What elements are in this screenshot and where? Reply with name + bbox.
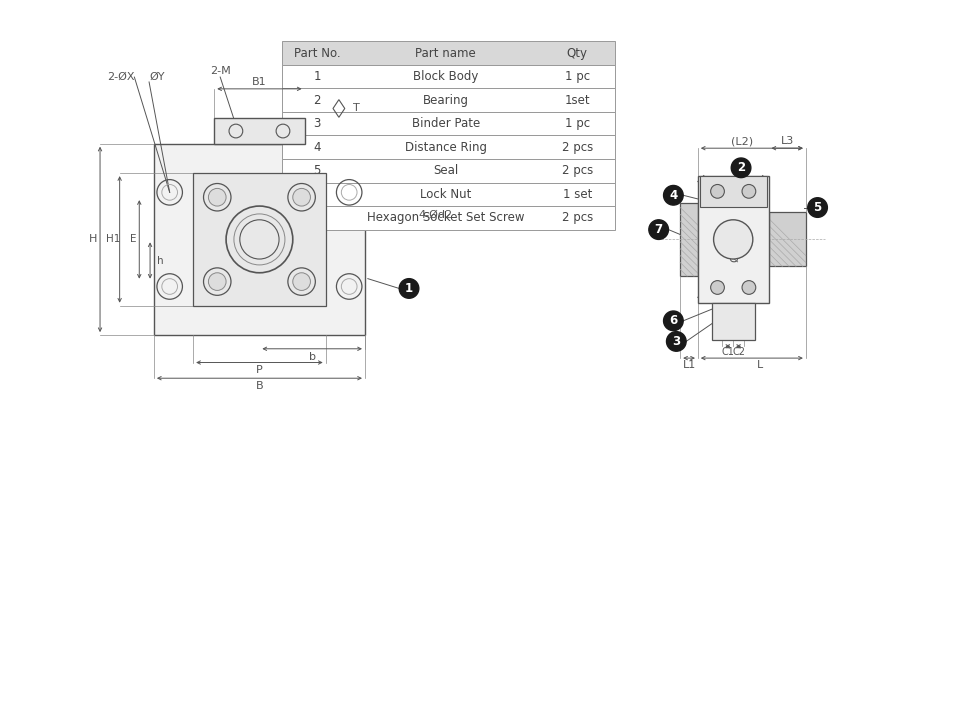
Text: 7: 7 [655,223,662,236]
Text: 2 pcs: 2 pcs [562,212,593,225]
Text: 5: 5 [813,201,822,214]
Text: 5: 5 [314,164,321,177]
Circle shape [663,185,683,205]
Bar [700,176,767,207]
Text: 3: 3 [314,117,321,130]
Bar [282,65,616,89]
Text: 1 set: 1 set [563,188,592,201]
Text: T: T [353,103,359,113]
Text: Bearing: Bearing [423,94,468,107]
Text: 1: 1 [314,70,321,83]
Bar [282,135,616,159]
Text: ØY: ØY [149,72,165,82]
Text: 1 pc: 1 pc [565,117,590,130]
Bar [282,41,616,65]
Text: Binder Pate: Binder Pate [412,117,480,130]
Circle shape [208,188,226,206]
Bar [154,144,365,335]
Text: 2: 2 [314,94,321,107]
Bar [712,303,755,340]
Text: B1: B1 [252,77,267,87]
Circle shape [742,185,756,198]
Circle shape [663,311,683,331]
Bar [282,159,616,182]
Text: P: P [256,366,263,375]
Text: H: H [89,234,97,244]
Text: (L2): (L2) [730,137,753,146]
Circle shape [714,220,753,259]
Text: 3: 3 [672,335,681,348]
Text: H1: H1 [105,234,120,244]
Text: Distance Ring: Distance Ring [405,141,487,153]
Bar [282,206,616,230]
Text: Hexagon Socket Set Screw: Hexagon Socket Set Screw [367,212,525,225]
Bar [282,112,616,135]
Bar [282,89,616,112]
Text: Lock Nut: Lock Nut [420,188,471,201]
Bar [282,182,616,206]
Text: 7: 7 [314,212,321,225]
Circle shape [293,273,311,290]
Text: 1 pc: 1 pc [565,70,590,83]
Text: Part name: Part name [416,47,476,60]
Circle shape [399,278,419,298]
Text: 6: 6 [669,314,678,327]
Circle shape [208,273,226,290]
Text: b: b [309,352,316,361]
Text: 2: 2 [737,161,745,174]
Bar [698,176,768,303]
Text: L: L [757,360,763,370]
Text: Seal: Seal [433,164,459,177]
Text: 4-Ød2: 4-Ød2 [419,210,453,220]
Text: 1set: 1set [564,94,590,107]
Text: 6: 6 [314,188,321,201]
Text: Qty: Qty [567,47,587,60]
Bar [193,173,325,305]
Text: 2-M: 2-M [209,66,231,76]
Text: 1: 1 [405,282,413,295]
Circle shape [711,281,725,294]
Bar [214,119,305,144]
Text: B: B [255,381,263,391]
Text: 2 pcs: 2 pcs [562,164,593,177]
Text: h: h [157,255,164,265]
Circle shape [807,198,827,217]
Bar [768,212,805,266]
Text: 2 pcs: 2 pcs [562,141,593,153]
Circle shape [293,188,311,206]
Circle shape [711,185,725,198]
Text: E: E [131,234,136,244]
Text: 4: 4 [314,141,321,153]
Text: Block Body: Block Body [413,70,478,83]
Circle shape [731,158,751,177]
Text: L1: L1 [683,360,695,370]
Text: C1: C1 [722,348,734,357]
Text: 4: 4 [669,189,678,202]
Circle shape [742,281,756,294]
Circle shape [666,332,686,351]
Bar [680,203,698,276]
Text: Ød1: Ød1 [730,241,740,262]
Text: L3: L3 [780,137,794,146]
Text: C2: C2 [732,348,745,357]
Text: 2-ØX: 2-ØX [107,72,134,82]
Circle shape [649,220,668,239]
Text: Part No.: Part No. [294,47,341,60]
